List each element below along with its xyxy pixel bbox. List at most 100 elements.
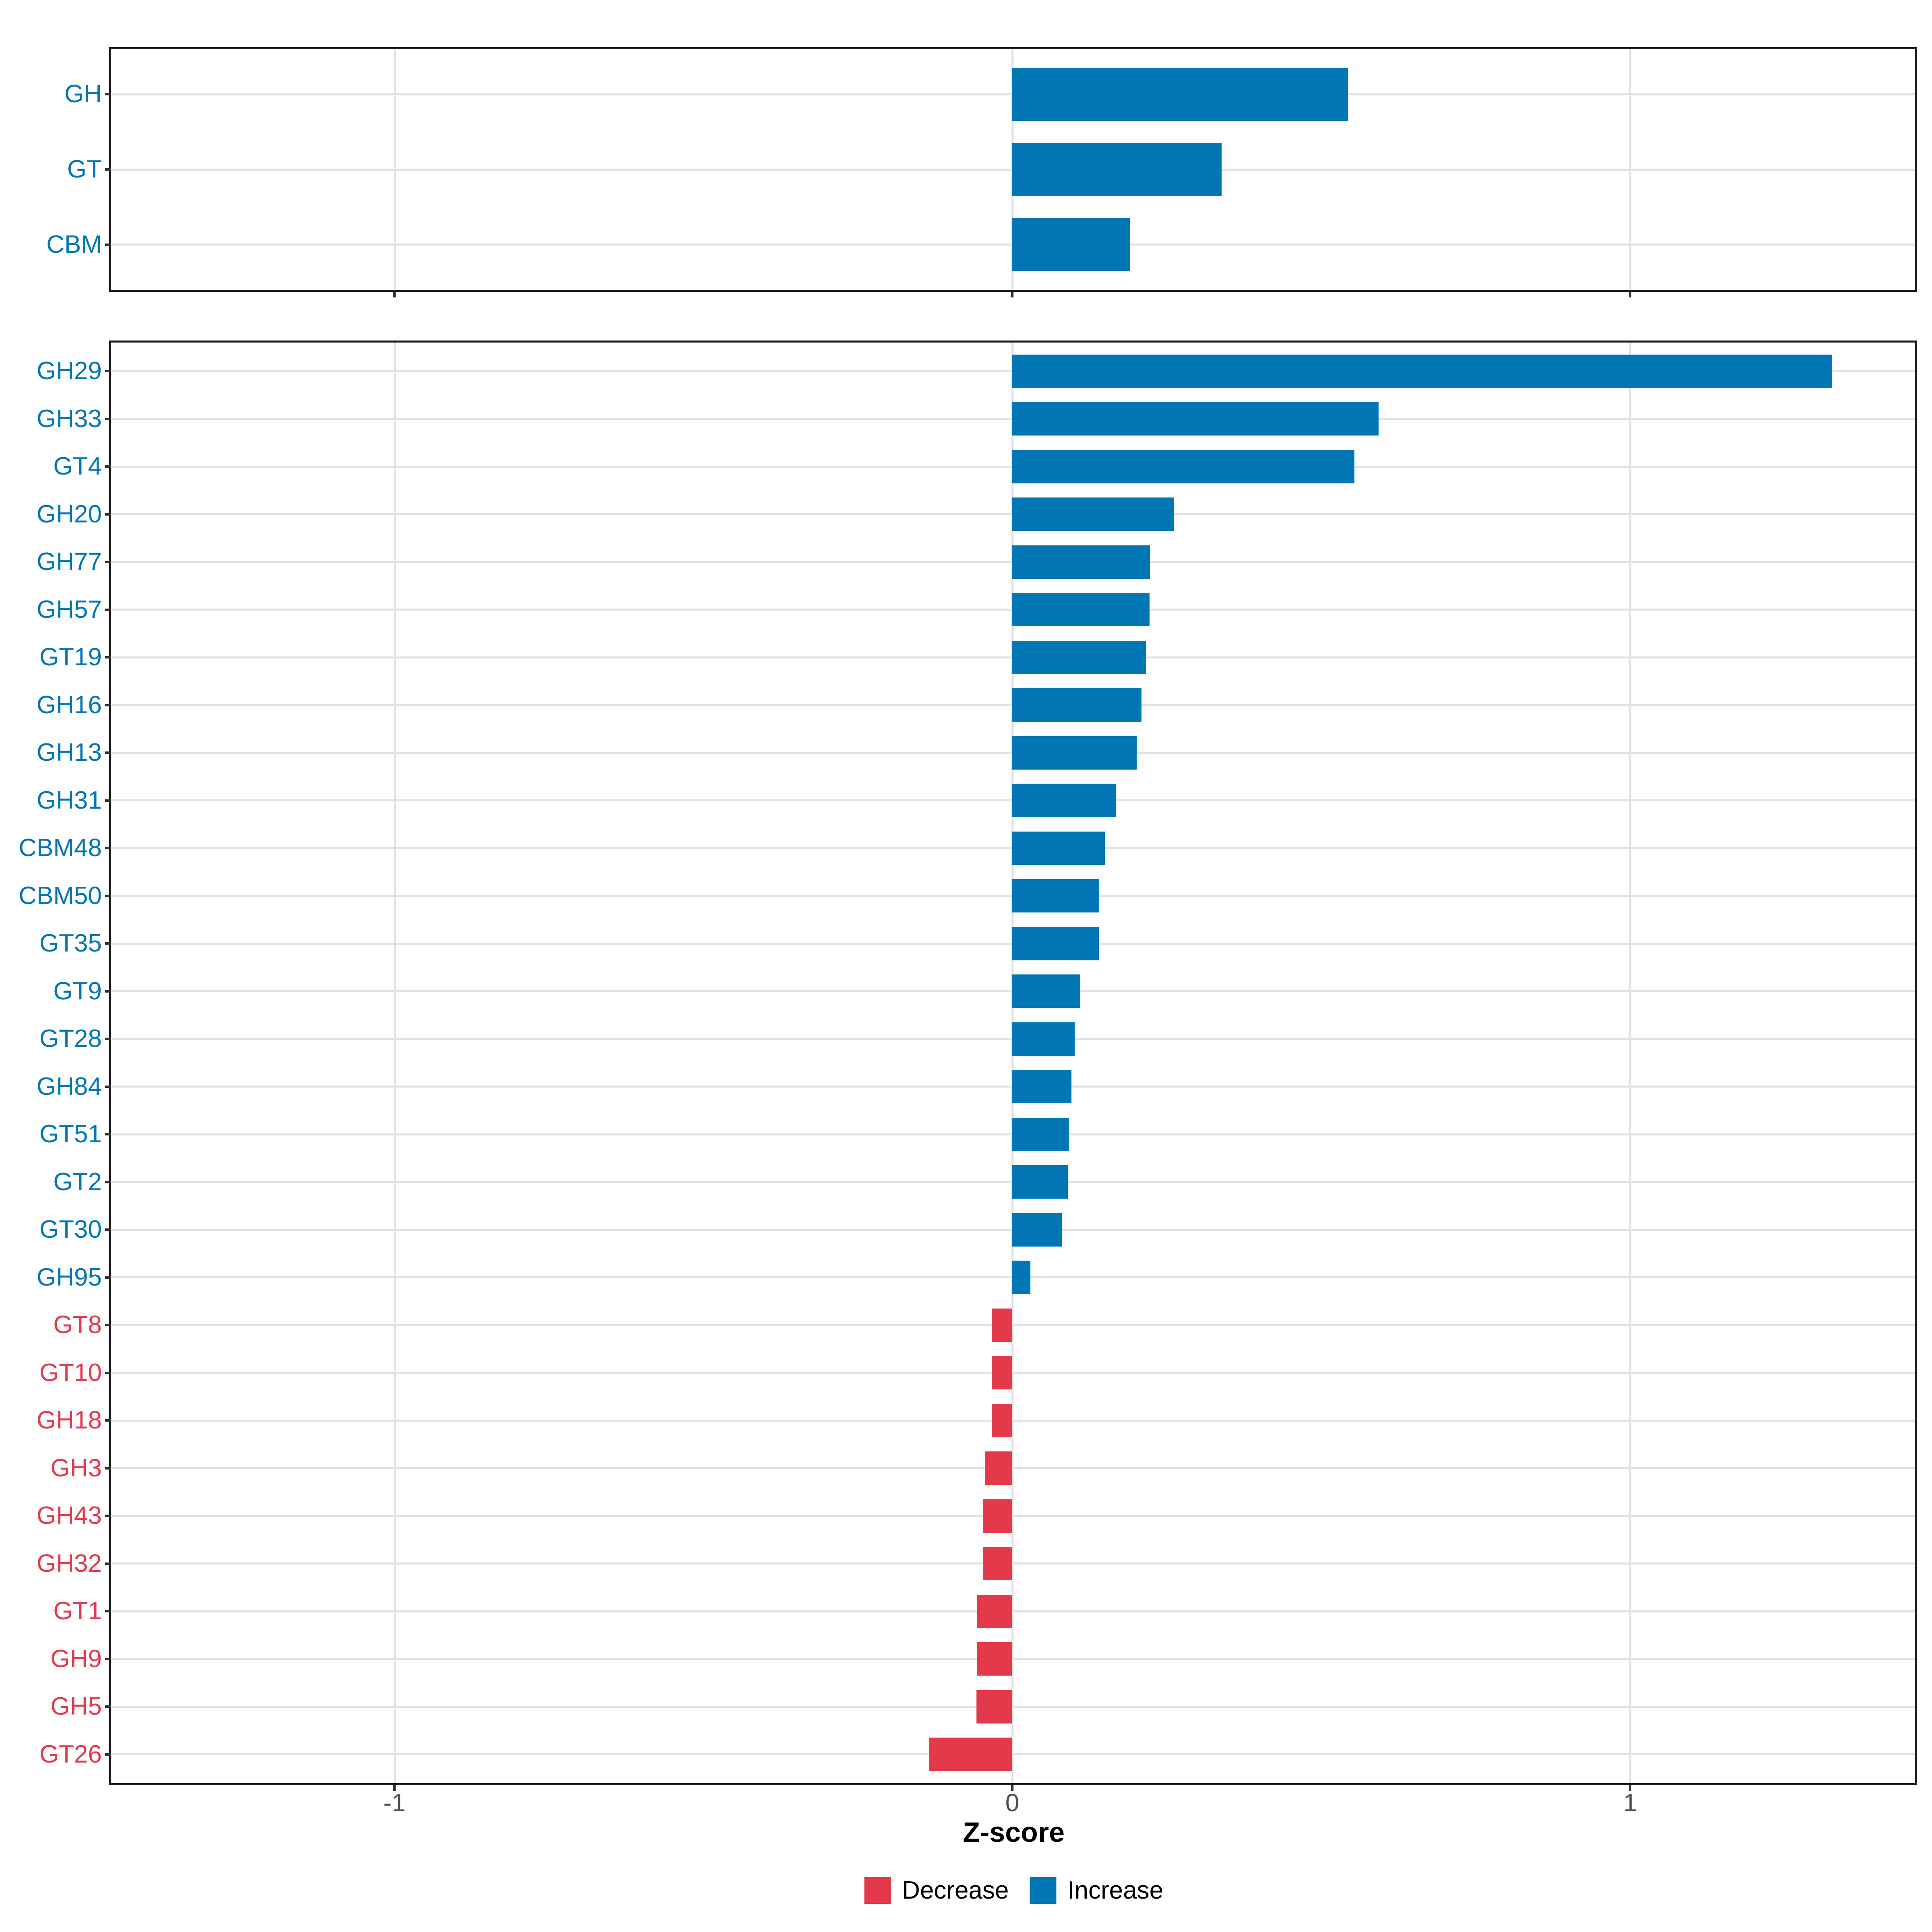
- row-label-CBM50: CBM50: [19, 881, 102, 910]
- bar-GH3: [985, 1451, 1012, 1485]
- y-axis-tick: [105, 1705, 111, 1708]
- row-label-GT10: GT10: [39, 1358, 102, 1387]
- bar-GH16: [1012, 688, 1141, 722]
- x-axis-tick: [1629, 292, 1631, 297]
- row-label-GH32: GH32: [37, 1549, 102, 1577]
- row-label-GH9: GH9: [50, 1645, 102, 1673]
- x-tick-label: 1: [1623, 1789, 1637, 1817]
- x-gridline: [393, 343, 396, 1783]
- bar-GH32: [983, 1547, 1012, 1580]
- row-label-CBM: CBM: [46, 230, 102, 258]
- x-tick-label: 0: [1005, 1789, 1020, 1817]
- bar-GH95: [1012, 1261, 1030, 1294]
- x-gridline: [1629, 343, 1631, 1783]
- y-axis-tick: [105, 1085, 111, 1088]
- y-axis-tick: [105, 1371, 111, 1374]
- bar-GH18: [992, 1404, 1012, 1437]
- y-gridline: [111, 1515, 1915, 1517]
- row-label-GT28: GT28: [39, 1025, 102, 1053]
- row-label-GH29: GH29: [37, 357, 102, 385]
- row-label-GT51: GT51: [39, 1120, 102, 1148]
- row-label-GH: GH: [64, 80, 102, 108]
- y-axis-tick: [105, 942, 111, 945]
- y-axis-tick: [105, 168, 111, 171]
- legend-item-increase: Increase: [1030, 1877, 1163, 1904]
- row-label-GT30: GT30: [39, 1216, 102, 1244]
- y-gridline: [111, 1658, 1915, 1660]
- y-axis-tick: [105, 894, 111, 897]
- x-axis-tick: [393, 1785, 396, 1791]
- y-axis-tick: [105, 1419, 111, 1422]
- row-label-GH57: GH57: [37, 595, 102, 623]
- bar-GT19: [1012, 641, 1146, 674]
- bar-GH33: [1012, 402, 1379, 436]
- y-axis-tick: [105, 561, 111, 564]
- bar-GT26: [929, 1738, 1012, 1771]
- row-label-GH77: GH77: [37, 548, 102, 576]
- x-axis-title: Z-score: [963, 1816, 1065, 1848]
- y-gridline: [111, 1467, 1915, 1470]
- y-axis-tick: [105, 513, 111, 516]
- legend: Decrease Increase: [864, 1877, 1163, 1904]
- y-axis-tick: [105, 93, 111, 96]
- bar-GH13: [1012, 736, 1137, 770]
- bar-GT2: [1012, 1165, 1068, 1199]
- row-label-GH3: GH3: [50, 1454, 102, 1482]
- bar-GH57: [1012, 593, 1150, 626]
- bar-GT10: [992, 1356, 1012, 1389]
- bar-GH: [1012, 68, 1348, 121]
- y-axis-tick: [105, 704, 111, 706]
- y-gridline: [111, 1372, 1915, 1374]
- row-label-GT2: GT2: [53, 1168, 102, 1196]
- bar-GT35: [1012, 927, 1099, 960]
- row-label-CBM48: CBM48: [19, 834, 102, 862]
- y-axis-tick: [105, 751, 111, 754]
- y-axis-tick: [105, 1467, 111, 1470]
- y-axis-tick: [105, 1610, 111, 1613]
- bar-GT30: [1012, 1213, 1062, 1247]
- y-gridline: [111, 1610, 1915, 1612]
- y-axis-tick: [105, 243, 111, 246]
- x-axis-tick: [1011, 1785, 1013, 1791]
- bar-GH31: [1012, 784, 1116, 817]
- row-label-GH43: GH43: [37, 1502, 102, 1530]
- bar-CBM50: [1012, 879, 1099, 912]
- y-gridline: [111, 1563, 1915, 1565]
- row-label-GH13: GH13: [37, 739, 102, 767]
- x-tick-label: -1: [383, 1789, 406, 1817]
- y-axis-tick: [105, 656, 111, 659]
- y-gridline: [111, 1324, 1915, 1326]
- row-label-GT: GT: [67, 155, 102, 183]
- bar-GT1: [977, 1595, 1012, 1628]
- row-label-GH95: GH95: [37, 1263, 102, 1291]
- decrease-swatch-icon: [864, 1877, 891, 1904]
- y-axis-tick: [105, 847, 111, 850]
- y-axis-tick: [105, 1228, 111, 1231]
- y-axis-tick: [105, 370, 111, 373]
- y-axis-tick: [105, 1562, 111, 1565]
- x-axis-tick: [393, 292, 396, 297]
- increase-swatch-icon: [1030, 1877, 1057, 1904]
- row-label-GT9: GT9: [53, 977, 102, 1005]
- row-label-GH33: GH33: [37, 405, 102, 433]
- y-axis-tick: [105, 1657, 111, 1660]
- row-label-GT4: GT4: [53, 452, 102, 481]
- bar-GH29: [1012, 355, 1832, 388]
- y-axis-tick: [105, 1753, 111, 1756]
- row-label-GT1: GT1: [53, 1597, 102, 1625]
- bar-GH5: [976, 1690, 1012, 1724]
- bar-GH84: [1012, 1070, 1071, 1103]
- bar-GT9: [1012, 974, 1080, 1008]
- bar-GT: [1012, 143, 1222, 196]
- y-axis-tick: [105, 1515, 111, 1517]
- bar-GT51: [1012, 1118, 1069, 1151]
- y-axis-tick: [105, 1276, 111, 1279]
- y-axis-tick: [105, 465, 111, 468]
- y-axis-tick: [105, 1038, 111, 1040]
- legend-label-decrease: Decrease: [902, 1876, 1009, 1904]
- y-axis-tick: [105, 608, 111, 611]
- y-axis-tick: [105, 417, 111, 420]
- row-label-GT19: GT19: [39, 643, 102, 671]
- bar-CBM48: [1012, 832, 1105, 865]
- bar-CBM: [1012, 218, 1130, 271]
